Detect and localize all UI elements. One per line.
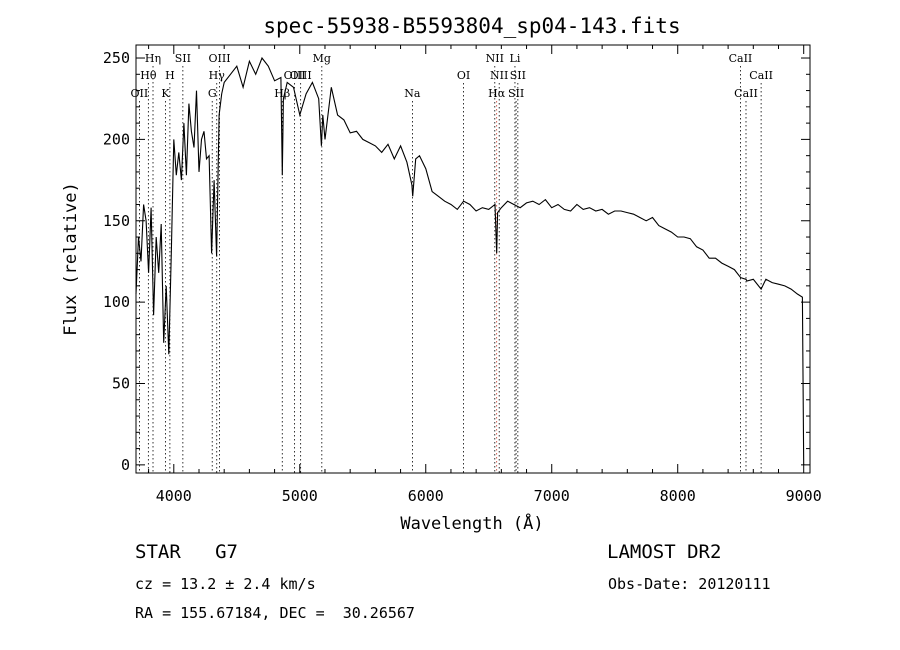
y-tick-label: 250 <box>103 49 130 67</box>
spectral-line-label: G <box>208 87 217 100</box>
spectral-line-label: CaII <box>729 52 753 65</box>
object-class: STAR G7 <box>135 541 238 563</box>
x-tick-label: 5000 <box>282 487 318 505</box>
spectral-line-label: CaII <box>734 87 758 100</box>
spectral-line-label: OIII <box>284 69 306 82</box>
spectral-line-label: Hβ <box>274 87 290 100</box>
spectral-line-label: Na <box>404 87 421 100</box>
ra-dec: RA = 155.67184, DEC = 30.26567 <box>135 604 415 622</box>
plot-frame <box>135 44 811 474</box>
spectral-line-label: Li <box>510 52 521 65</box>
spectral-line-label: SII <box>175 52 191 65</box>
spectral-line-label: OIII <box>290 69 312 82</box>
spectral-line-label: NII <box>490 69 508 82</box>
spectral-line-markers: OIIHθHηKHSIIGHγOIIIHβOIIIOIIIMgNaOIHαNII… <box>131 52 773 473</box>
x-tick-label: 8000 <box>660 487 696 505</box>
survey-name: LAMOST DR2 <box>607 541 722 563</box>
spectral-line-label: OII <box>131 87 149 100</box>
y-tick-label: 50 <box>112 374 130 392</box>
y-tick-label: 100 <box>103 293 130 311</box>
y-tick-label: 150 <box>103 212 130 230</box>
spectral-line-label: H <box>165 69 175 82</box>
spectral-line-label: SII <box>510 69 526 82</box>
spectral-line-label: Hθ <box>140 69 157 82</box>
chart-title: spec-55938-B5593804_sp04-143.fits <box>263 14 680 38</box>
y-tick-label: 200 <box>103 130 130 148</box>
spectral-line-label: K <box>161 87 170 100</box>
x-tick-label: 4000 <box>156 487 192 505</box>
spectral-line-label: OIII <box>208 52 230 65</box>
y-axis-label: Flux (relative) <box>61 182 81 336</box>
x-tick-label: 9000 <box>786 487 822 505</box>
x-axis-label: Wavelength (Å) <box>400 512 543 534</box>
y-tick-label: 0 <box>121 456 130 474</box>
spectrum-line <box>135 56 805 465</box>
spectral-line-label: Hα <box>488 87 506 100</box>
spectral-line-label: NII <box>486 52 504 65</box>
spectral-line-label: Mg <box>313 52 331 65</box>
spectral-line-label: Hγ <box>209 69 226 82</box>
axis-ticks: 4000 5000 6000 7000 8000 9000 0 50 100 150 200 250 <box>103 45 822 505</box>
spectral-line-label: Hη <box>145 52 161 65</box>
spectral-line-label: OI <box>457 69 470 82</box>
redshift-cz: cz = 13.2 ± 2.4 km/s <box>135 575 316 593</box>
x-tick-label: 6000 <box>408 487 444 505</box>
x-tick-label: 7000 <box>534 487 570 505</box>
spectral-line-label: CaII <box>749 69 773 82</box>
spectral-line-label: SII <box>508 87 524 100</box>
obs-date: Obs-Date: 20120111 <box>608 575 771 593</box>
